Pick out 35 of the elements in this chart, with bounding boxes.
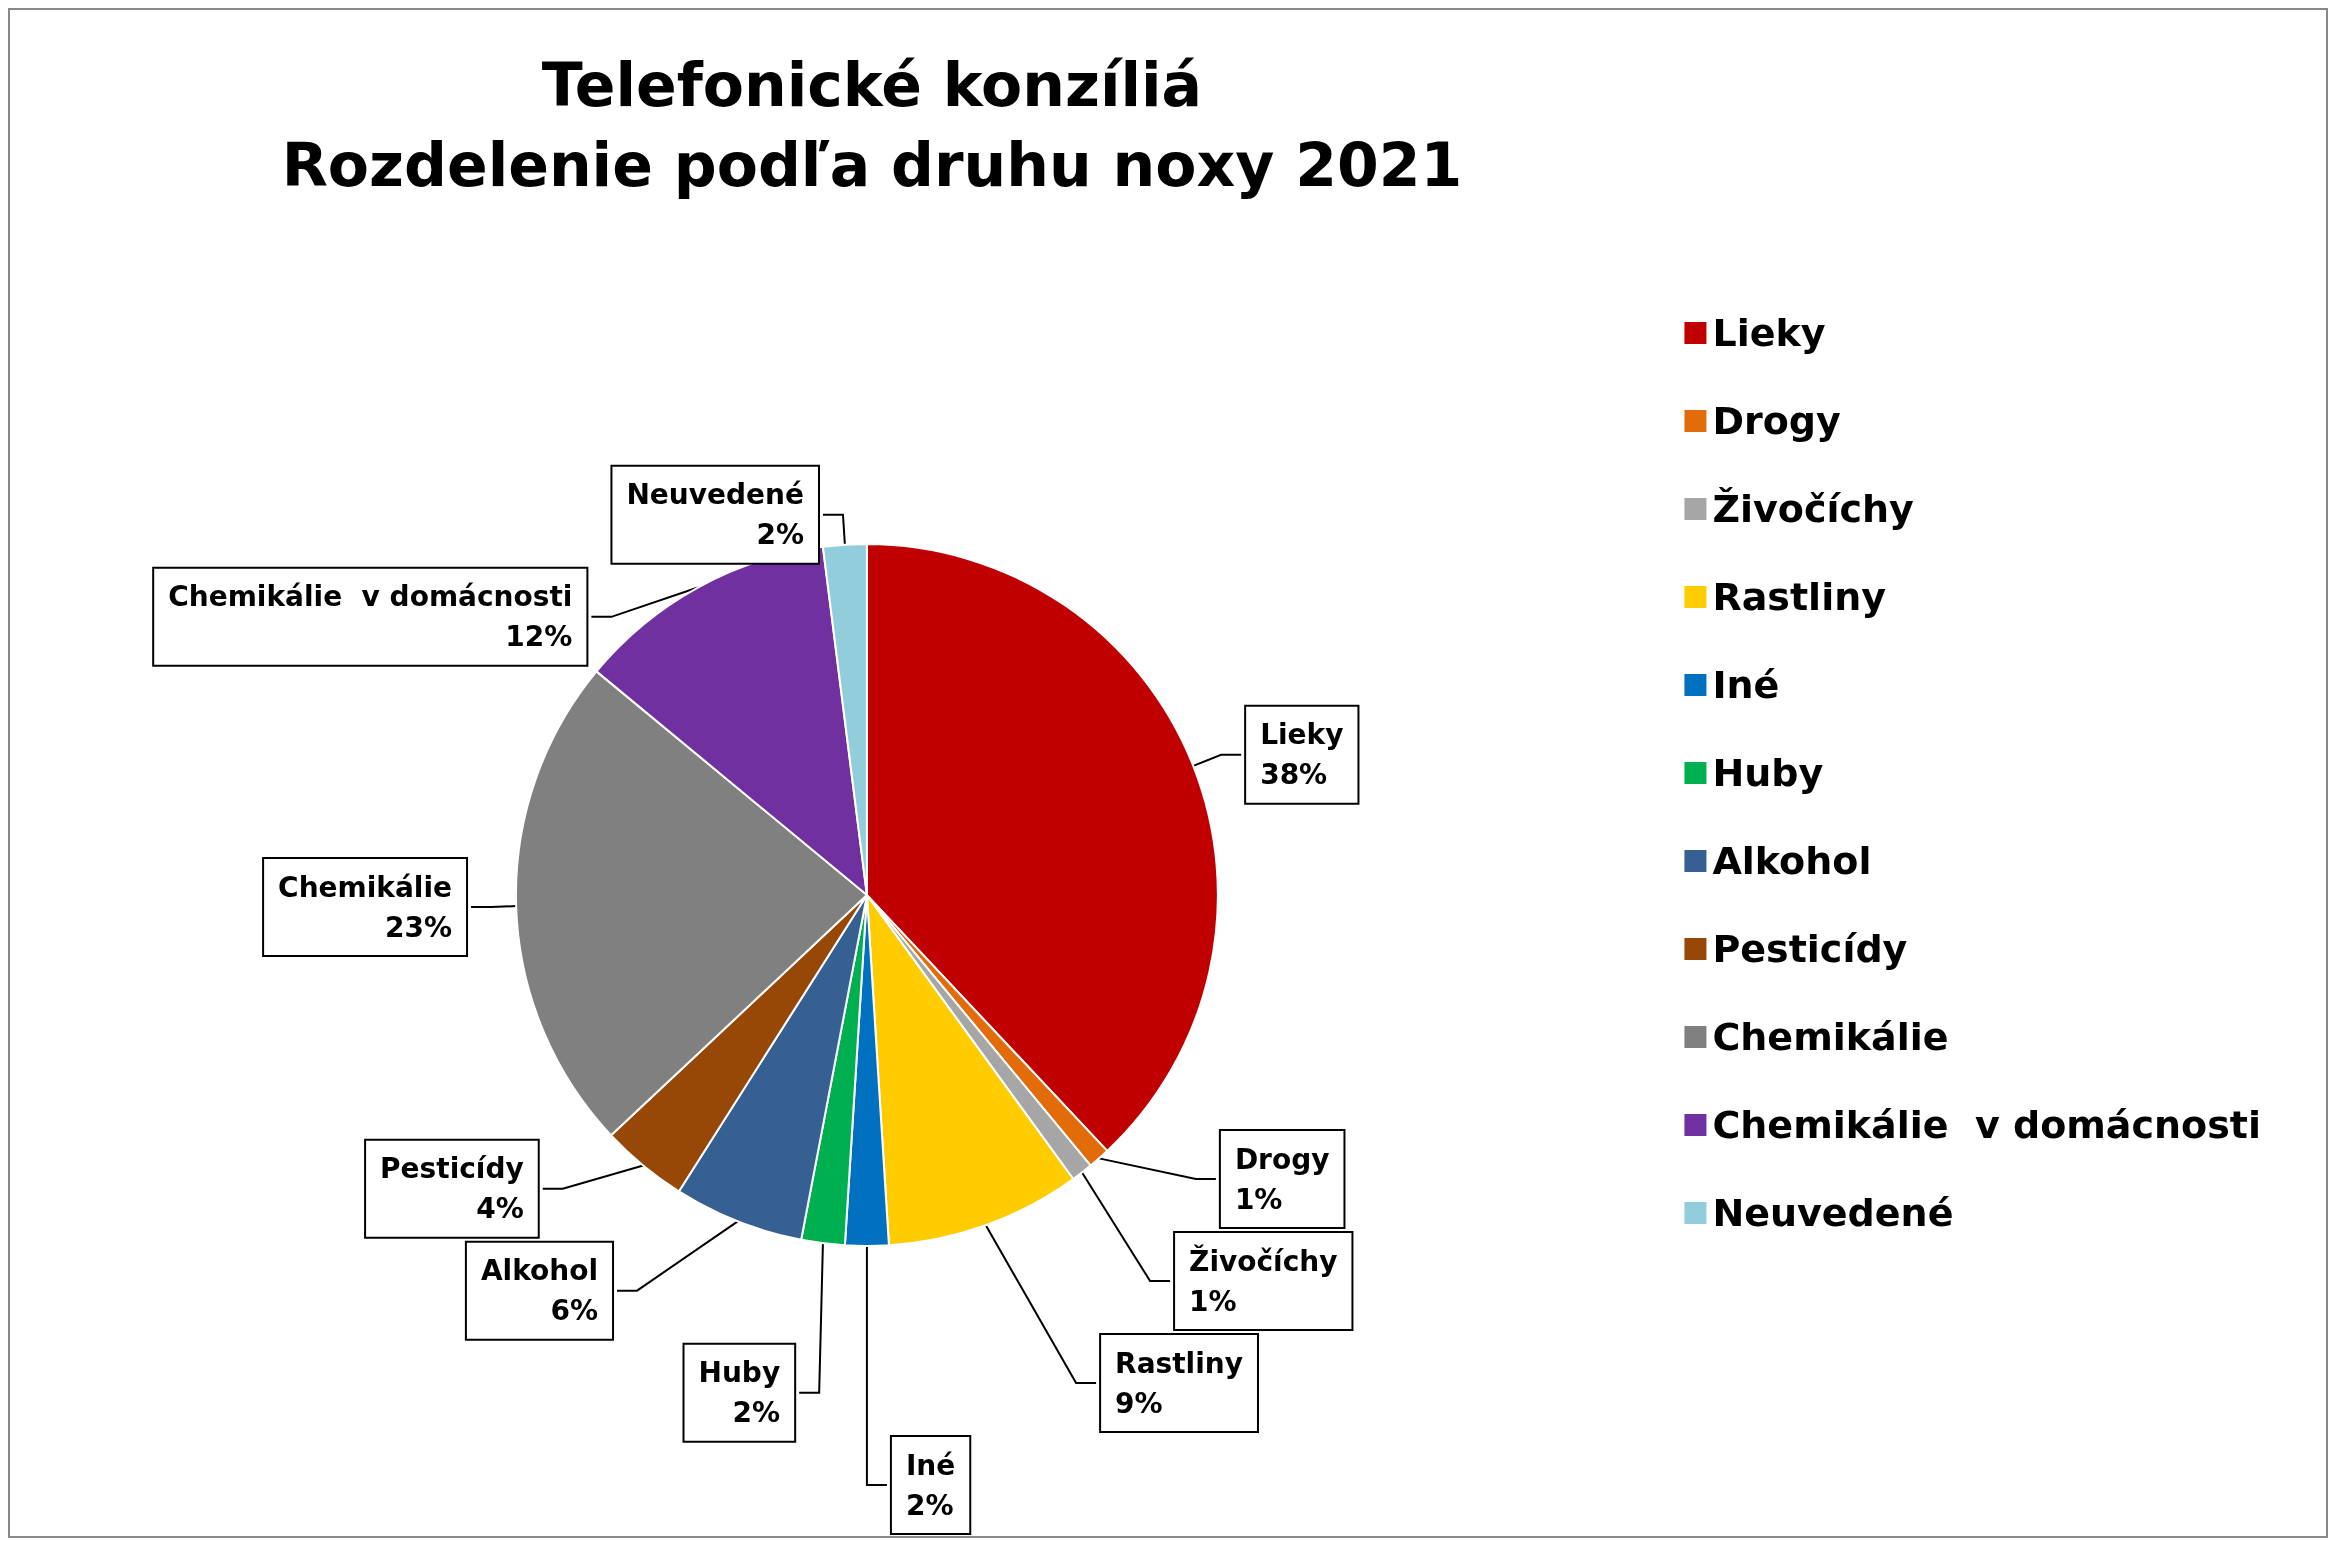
chart-title: Telefonické konzíliá — [541, 50, 1203, 120]
legend-label: Huby — [1712, 751, 1824, 795]
data-label: 23% — [385, 910, 453, 944]
slice-label: Chemikálie v domácnosti — [168, 580, 573, 614]
legend-label: Iné — [1712, 663, 1780, 707]
slice-label: Drogy — [1234, 1142, 1330, 1176]
slice-label: Rastliny — [1115, 1346, 1243, 1380]
data-label: 12% — [505, 620, 573, 654]
data-label: 2% — [756, 518, 804, 552]
legend-label: Neuvedené — [1712, 1191, 1954, 1235]
legend-label: Drogy — [1712, 399, 1842, 443]
slice-label: Huby — [698, 1356, 781, 1390]
data-label: 2% — [905, 1488, 954, 1522]
slice-label: Lieky — [1260, 718, 1344, 752]
legend-label: Chemikálie — [1712, 1015, 1949, 1059]
data-label: 1% — [1189, 1284, 1237, 1318]
data-label: 9% — [1115, 1386, 1163, 1420]
legend-label: Lieky — [1712, 311, 1826, 355]
slice-label: Alkohol — [480, 1254, 599, 1288]
slice-label: Iné — [905, 1448, 956, 1482]
data-label: 1% — [1234, 1182, 1283, 1216]
slice-label: Neuvedené — [626, 478, 804, 512]
slice-label: Živočíchy — [1189, 1243, 1338, 1278]
legend-label: Živočíchy — [1712, 487, 1915, 531]
data-label: 4% — [476, 1192, 524, 1226]
slice-label: Pesticídy — [380, 1152, 524, 1186]
slice-label: Chemikálie — [278, 870, 453, 904]
legend-label: Chemikálie v domácnosti — [1712, 1103, 2262, 1147]
legend-label: Alkohol — [1712, 839, 1872, 883]
data-label: 6% — [550, 1294, 599, 1328]
chart-subtitle: Rozdelenie podľa druhu noxy 2021 — [281, 130, 1463, 200]
legend-label: Pesticídy — [1712, 927, 1908, 971]
data-label: 2% — [732, 1396, 781, 1430]
legend-label: Rastliny — [1712, 575, 1887, 619]
data-label: 38% — [1260, 758, 1328, 792]
